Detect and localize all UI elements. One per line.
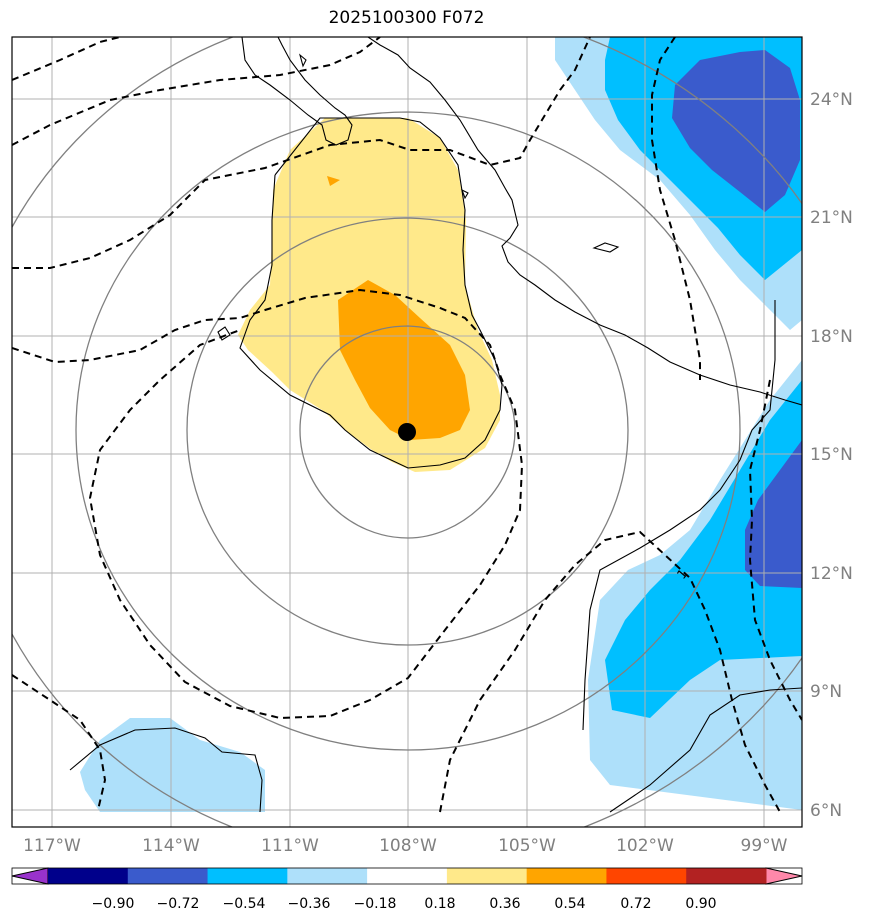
lat-tick-label: 6°N	[810, 801, 842, 821]
graticule	[12, 37, 802, 827]
colorbar-labels: −0.90 −0.72 −0.54 −0.36 −0.18 0.18 0.36 …	[92, 896, 717, 912]
colorbar-tick-label: −0.18	[354, 896, 397, 912]
lon-tick-label: 102°W	[616, 836, 674, 856]
map-plot-area: 1	[12, 37, 802, 827]
negative-anomaly-ne-strong	[672, 50, 800, 212]
lat-tick-label: 15°N	[810, 445, 853, 465]
range-circles	[12, 37, 802, 827]
colorbar-frame	[11, 867, 803, 885]
colorbar-segment	[287, 868, 368, 884]
colorbar-tick-label: 0.90	[685, 896, 716, 912]
negative-anomaly-se-strong	[745, 440, 802, 588]
lat-tick-label: 9°N	[810, 682, 842, 702]
lat-tick-label: 18°N	[810, 327, 853, 347]
colorbar-segment	[686, 868, 767, 884]
colorbar-segment	[526, 868, 607, 884]
colorbar: −0.90 −0.72 −0.54 −0.36 −0.18 0.18 0.36 …	[11, 867, 803, 912]
small-positive-spot	[327, 176, 340, 186]
negative-anomaly-sw-light	[80, 718, 265, 812]
colorbar-extend-high	[765, 867, 803, 885]
colorbar-tick-label: −0.36	[288, 896, 331, 912]
lon-tick-label: 117°W	[23, 836, 81, 856]
colorbar-tick-label: 0.54	[554, 896, 585, 912]
colorbar-segment	[207, 868, 288, 884]
colorbar-segment	[367, 868, 448, 884]
lon-tick-label: 111°W	[261, 836, 319, 856]
lon-tick-labels: 117°W 114°W 111°W 108°W 105°W 102°W 99°W	[23, 836, 788, 856]
colorbar-tick-label: −0.90	[92, 896, 135, 912]
colorbar-segment	[127, 868, 209, 884]
colorbar-extend-low	[11, 867, 49, 885]
lon-tick-label: 114°W	[142, 836, 200, 856]
lat-tick-labels: 24°N 21°N 18°N 15°N 12°N 9°N 6°N	[810, 90, 853, 821]
map-frame	[11, 36, 803, 828]
negative-anomaly-se	[605, 380, 802, 718]
colorbar-segments	[48, 868, 767, 884]
strong-positive-anomaly-fill	[338, 280, 470, 440]
colorbar-tick-label: 0.18	[424, 896, 455, 912]
lat-tick-label: 24°N	[810, 90, 853, 110]
colorbar-tick-label: 0.72	[620, 896, 651, 912]
storm-center-marker	[398, 423, 416, 441]
lon-tick-label: 105°W	[498, 836, 556, 856]
colorbar-segment	[48, 868, 129, 884]
map-title: 2025100300 F072	[328, 8, 485, 28]
colorbar-tick-label: 0.36	[489, 896, 520, 912]
coastlines	[69, 37, 802, 813]
colorbar-segment	[606, 868, 687, 884]
lon-tick-label: 99°W	[741, 836, 788, 856]
lat-tick-label: 12°N	[810, 564, 853, 584]
colorbar-segment	[446, 868, 528, 884]
lon-tick-label: 108°W	[379, 836, 437, 856]
lat-tick-label: 21°N	[810, 208, 853, 228]
colorbar-tick-label: −0.54	[223, 896, 266, 912]
colorbar-tick-label: −0.72	[157, 896, 200, 912]
dashed-contours	[12, 37, 802, 813]
